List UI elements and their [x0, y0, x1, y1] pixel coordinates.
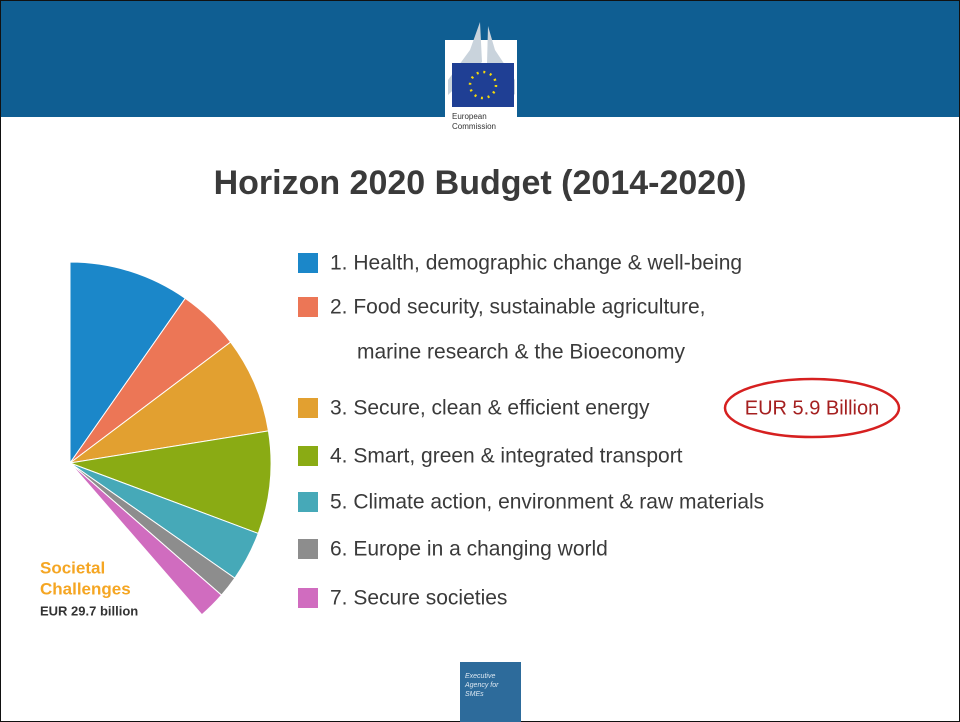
eu-stars [468, 70, 498, 100]
eu-flag [452, 63, 514, 107]
agency-text: SMEs [465, 691, 484, 698]
legend-swatch [298, 297, 318, 317]
pie-slice [69, 261, 186, 465]
highlight-ellipse [723, 377, 901, 439]
agency-text: Executive [465, 673, 495, 680]
legend-label: 2. Food security, sustainable agricultur… [330, 296, 705, 319]
legend-label: 3. Secure, clean & efficient energy [330, 397, 650, 420]
legend-swatch [298, 588, 318, 608]
ec-logo: European Commission [445, 22, 517, 137]
legend-label: 1. Health, demographic change & well-bei… [330, 252, 742, 275]
legend-label: 6. Europe in a changing world [330, 538, 608, 561]
legend-label: 5. Climate action, environment & raw mat… [330, 491, 764, 514]
pie-label: Societal [40, 558, 105, 577]
legend-swatch [298, 539, 318, 559]
legend-label: 4. Smart, green & integrated transport [330, 445, 683, 468]
agency-text: Agency for [464, 682, 499, 689]
legend-swatch [298, 446, 318, 466]
agency-logo: Executive Agency for SMEs [460, 662, 521, 722]
chart-title: Horizon 2020 Budget (2014-2020) [214, 164, 747, 202]
pie-slice [68, 430, 272, 535]
logo-text: Commission [452, 122, 496, 131]
annotation: EUR 5.9 Billion [745, 397, 880, 419]
pie-slice [69, 341, 269, 464]
pie-total: EUR 29.7 billion [40, 603, 138, 618]
pie-slice [69, 462, 223, 616]
pie-label: Challenges [40, 579, 131, 598]
legend-label: 7. Secure societies [330, 587, 507, 610]
legend-label: marine research & the Bioeconomy [357, 341, 685, 364]
logo-text: European [452, 112, 487, 121]
legend-swatch [298, 253, 318, 273]
legend-swatch [298, 492, 318, 512]
legend-swatch [298, 398, 318, 418]
agency-bg [460, 662, 521, 722]
